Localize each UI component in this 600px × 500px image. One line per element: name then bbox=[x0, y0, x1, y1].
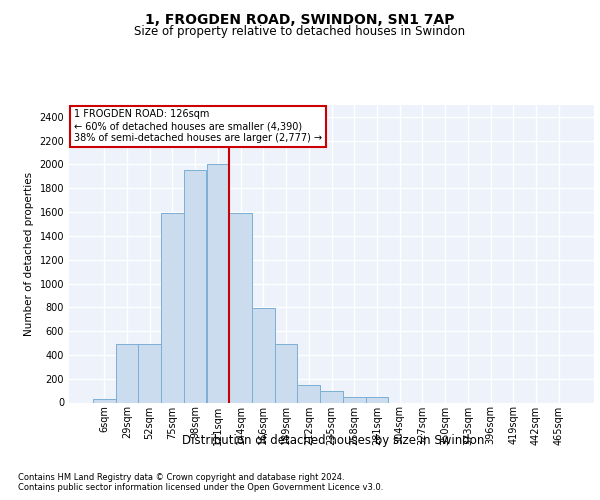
Text: Contains public sector information licensed under the Open Government Licence v3: Contains public sector information licen… bbox=[18, 484, 383, 492]
Bar bbox=[161, 214, 184, 402]
Bar bbox=[184, 170, 206, 402]
Y-axis label: Number of detached properties: Number of detached properties bbox=[24, 172, 34, 336]
Bar bbox=[298, 384, 320, 402]
Text: Distribution of detached houses by size in Swindon: Distribution of detached houses by size … bbox=[182, 434, 484, 447]
Bar bbox=[320, 390, 343, 402]
Bar bbox=[252, 308, 275, 402]
Bar bbox=[206, 164, 229, 402]
Bar bbox=[343, 396, 365, 402]
Text: Size of property relative to detached houses in Swindon: Size of property relative to detached ho… bbox=[134, 24, 466, 38]
Bar bbox=[365, 396, 388, 402]
Text: 1, FROGDEN ROAD, SWINDON, SN1 7AP: 1, FROGDEN ROAD, SWINDON, SN1 7AP bbox=[145, 12, 455, 26]
Bar bbox=[229, 214, 252, 402]
Bar bbox=[275, 344, 298, 403]
Text: 1 FROGDEN ROAD: 126sqm
← 60% of detached houses are smaller (4,390)
38% of semi-: 1 FROGDEN ROAD: 126sqm ← 60% of detached… bbox=[74, 110, 322, 142]
Bar bbox=[139, 344, 161, 403]
Text: Contains HM Land Registry data © Crown copyright and database right 2024.: Contains HM Land Registry data © Crown c… bbox=[18, 472, 344, 482]
Bar bbox=[93, 399, 116, 402]
Bar bbox=[116, 344, 139, 403]
